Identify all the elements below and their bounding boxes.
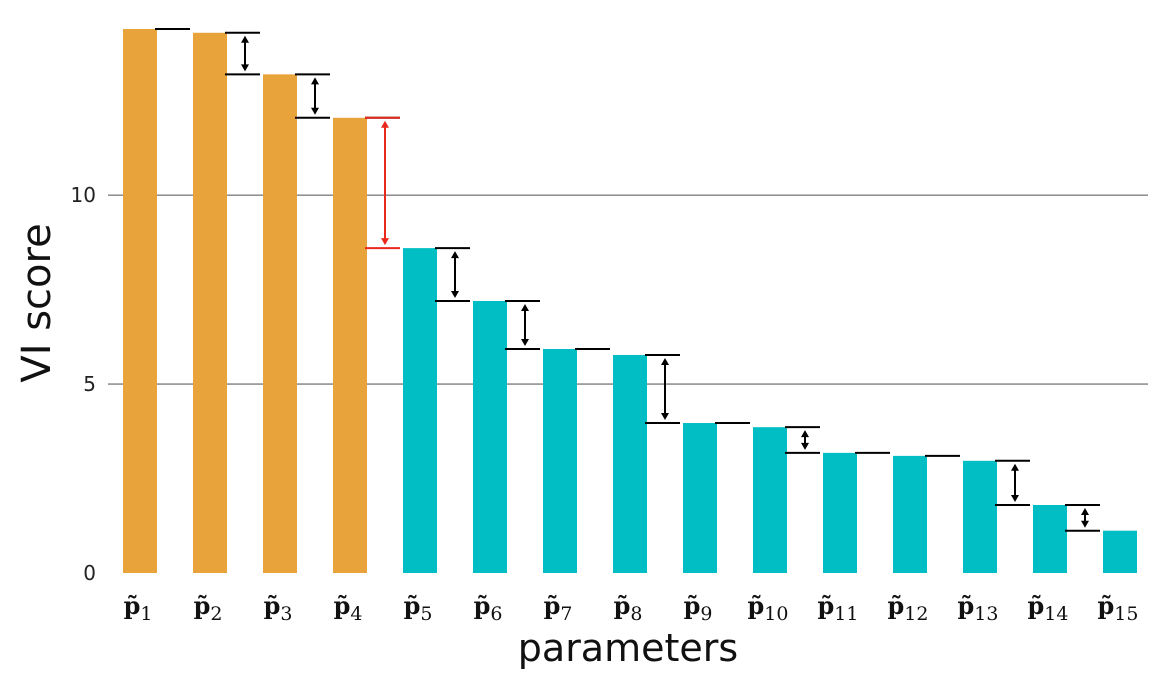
- x-tick-label: p̃9: [684, 591, 713, 625]
- x-tick-label: p̃1: [124, 591, 153, 625]
- x-tick-label: p̃2: [194, 591, 223, 625]
- gap-arrow-head-down: [241, 64, 249, 72]
- bar: [263, 74, 297, 573]
- gap-arrow-head-up: [1011, 463, 1019, 471]
- x-tick-label: p̃8: [614, 591, 643, 625]
- gap-arrow-head-down: [801, 442, 809, 450]
- x-axis-title: parameters: [518, 626, 738, 670]
- y-tick-labels: 0 5 10: [71, 183, 96, 585]
- bar: [543, 348, 577, 573]
- gap-arrow-head-down: [451, 291, 459, 298]
- gap-arrow-head-down: [521, 338, 529, 346]
- gap-arrow-head-up: [1081, 508, 1089, 515]
- x-tick-labels: p̃1 p̃2 p̃3 p̃4 p̃5 p̃6 p̃7 p̃8 p̃9 p̃10 p̃11 p̃12 p…: [124, 591, 1139, 625]
- gap-arrow-head-up: [801, 430, 809, 438]
- x-tick-label: p̃12: [888, 591, 929, 625]
- bar: [1033, 505, 1067, 573]
- x-tick-label: p̃13: [958, 591, 999, 625]
- bar: [683, 423, 717, 573]
- bar: [963, 460, 997, 573]
- x-tick-label: p̃5: [404, 591, 433, 625]
- bar: [823, 452, 857, 573]
- x-tick-label: p̃7: [544, 591, 573, 625]
- x-tick-label: p̃15: [1098, 591, 1139, 625]
- bar: [753, 427, 787, 573]
- x-tick-label: p̃10: [748, 591, 789, 625]
- x-tick-label: p̃6: [474, 591, 503, 625]
- y-tick-label: 5: [83, 372, 96, 396]
- bar: [1103, 530, 1137, 573]
- x-tick-label: p̃14: [1028, 591, 1069, 625]
- gap-arrow-head-down: [1011, 495, 1019, 502]
- bar: [613, 355, 647, 573]
- bar: [333, 117, 367, 574]
- gap-arrow-head-up: [451, 251, 459, 259]
- gap-arrow-head-up: [661, 358, 669, 366]
- gap-arrow-head-up: [381, 120, 389, 128]
- x-tick-label: p̃4: [334, 591, 363, 625]
- gap-indicators: [155, 28, 1100, 532]
- x-tick-label: p̃11: [818, 591, 859, 625]
- gap-arrow-head-up: [311, 77, 319, 85]
- bar: [893, 455, 927, 573]
- x-tick-label: p̃3: [264, 591, 293, 625]
- gap-arrow-head-down: [661, 413, 669, 421]
- gap-arrow-head-down: [381, 238, 389, 246]
- y-tick-label: 0: [83, 561, 96, 585]
- y-tick-label: 10: [71, 183, 96, 207]
- gap-arrow-head-down: [1081, 520, 1089, 528]
- bar: [123, 29, 157, 573]
- bar: [193, 32, 227, 574]
- bar: [473, 301, 507, 573]
- bar: [403, 248, 437, 573]
- gap-arrow-head-up: [521, 304, 529, 311]
- y-axis-title: VI score: [14, 223, 60, 382]
- bars: [123, 29, 1137, 574]
- gap-arrow-head-up: [241, 35, 249, 43]
- gap-arrow-head-down: [311, 107, 319, 115]
